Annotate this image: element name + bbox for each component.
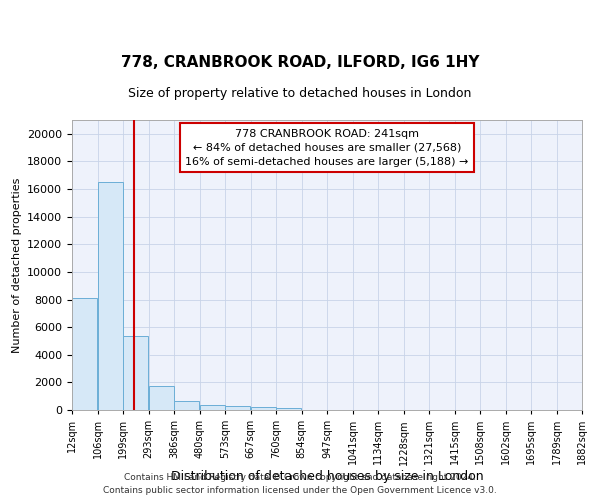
Bar — [149, 386, 174, 410]
Bar — [174, 401, 199, 410]
Y-axis label: Number of detached properties: Number of detached properties — [11, 178, 22, 352]
Bar — [123, 336, 148, 410]
Bar — [200, 405, 225, 410]
Text: 778 CRANBROOK ROAD: 241sqm
← 84% of detached houses are smaller (27,568)
16% of : 778 CRANBROOK ROAD: 241sqm ← 84% of deta… — [185, 128, 469, 166]
X-axis label: Distribution of detached houses by size in London: Distribution of detached houses by size … — [170, 470, 484, 483]
Text: 778, CRANBROOK ROAD, ILFORD, IG6 1HY: 778, CRANBROOK ROAD, ILFORD, IG6 1HY — [121, 55, 479, 70]
Bar — [98, 182, 123, 410]
Bar — [276, 408, 301, 410]
Bar — [225, 406, 250, 410]
Bar — [251, 407, 276, 410]
Text: Contains HM Land Registry data © Crown copyright and database right 2024.
Contai: Contains HM Land Registry data © Crown c… — [103, 474, 497, 495]
Bar — [72, 298, 97, 410]
Text: Size of property relative to detached houses in London: Size of property relative to detached ho… — [128, 87, 472, 100]
